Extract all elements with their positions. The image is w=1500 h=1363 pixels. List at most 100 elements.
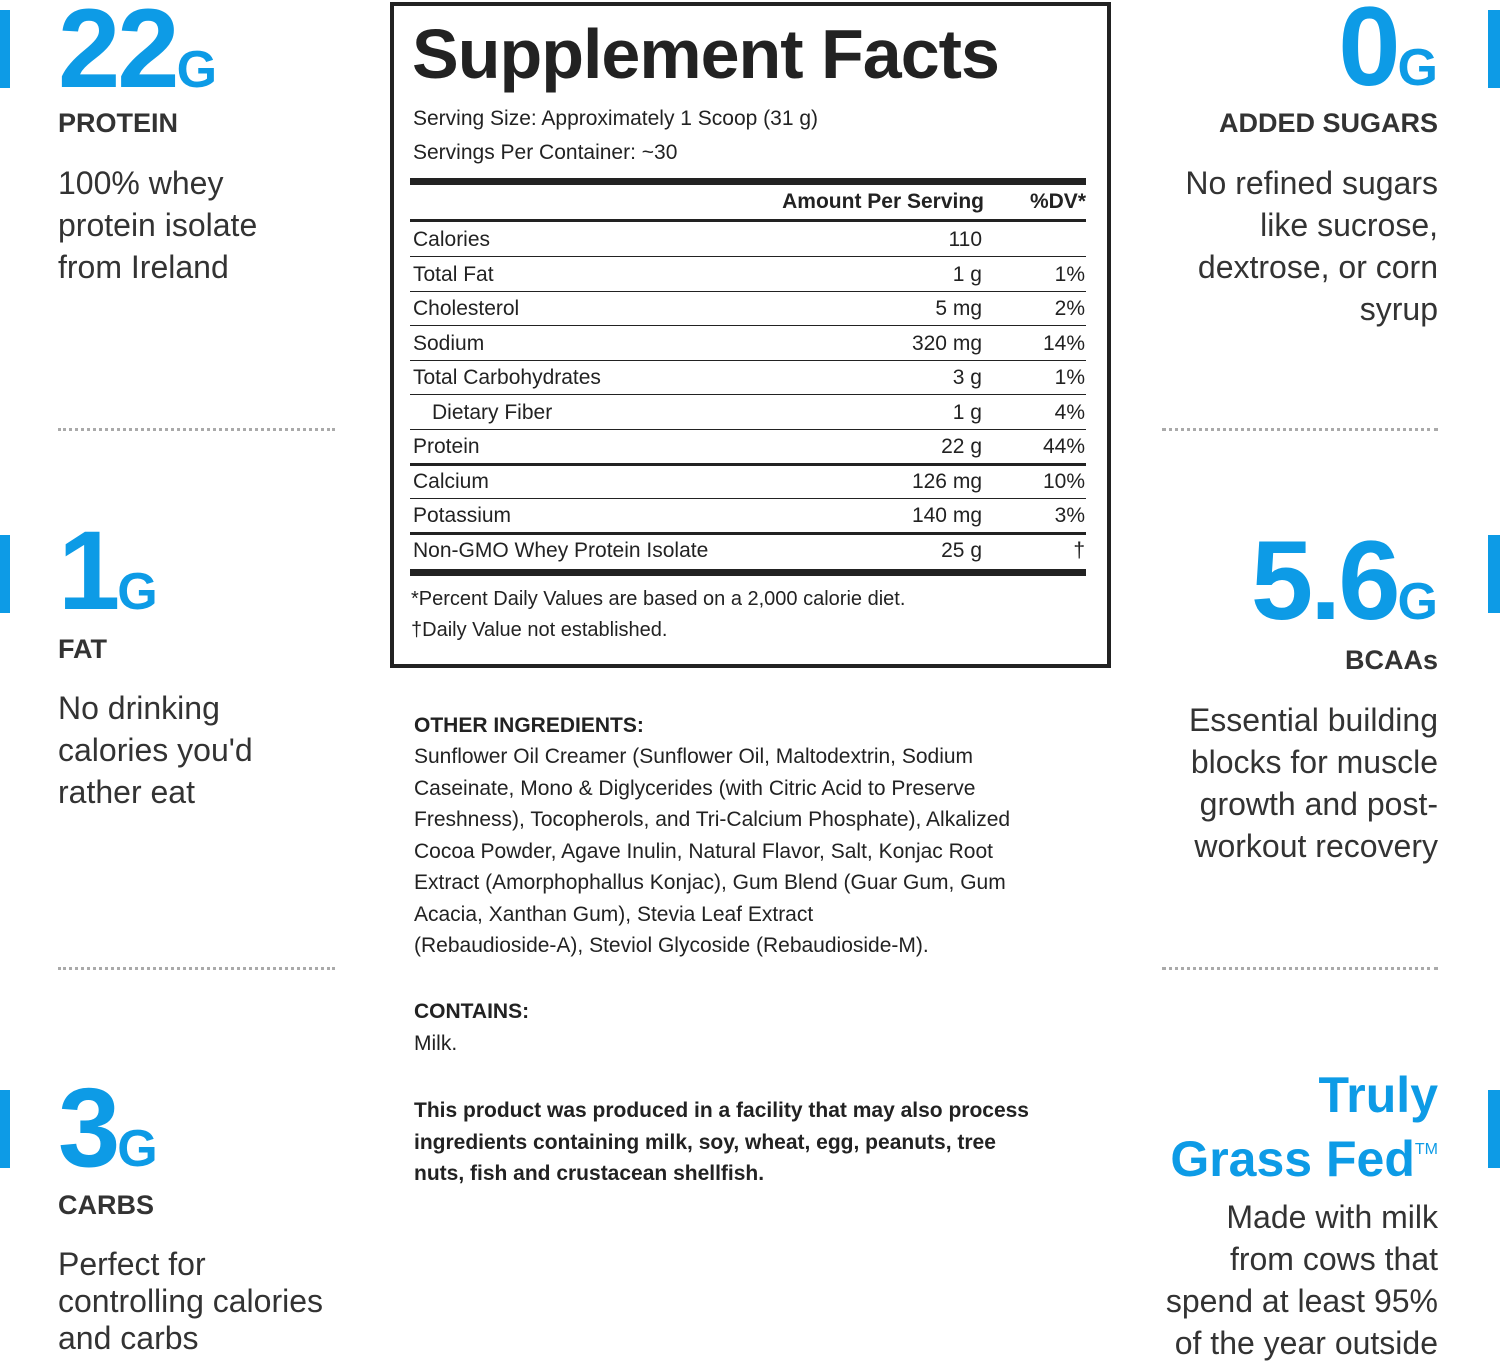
rule [410, 428, 1086, 430]
description-line: blocks for muscle [1190, 744, 1438, 780]
nutrient-dv: 2% [1054, 297, 1085, 320]
allergen-line: ingredients containing milk, soy, wheat,… [414, 1130, 996, 1154]
rule [410, 569, 1086, 576]
stat-number: 1 [58, 508, 120, 633]
section-heading: CONTAINS: [414, 1000, 530, 1023]
stat-title: Grass FedTM [1170, 1125, 1438, 1184]
separator [58, 428, 335, 431]
column-header: Amount Per Serving [782, 190, 984, 213]
stat: 3G [58, 1072, 158, 1184]
stat-unit: G [176, 41, 218, 99]
nutrient-dv: 3% [1054, 504, 1085, 527]
ingredients-line: Freshness), Tocopherols, and Tri-Calcium… [414, 808, 1011, 831]
title-line: Truly [1318, 1067, 1438, 1123]
title-line: Grass Fed [1170, 1131, 1415, 1187]
rule [410, 463, 1086, 466]
nutrient-amount: 110 [948, 228, 982, 251]
stat-label: BCAAs [1344, 645, 1438, 675]
description-line: protein isolate [58, 207, 258, 243]
accent-bar [0, 10, 10, 88]
description-line: from Ireland [58, 249, 229, 285]
nutrient-dv: 10% [1042, 469, 1085, 493]
allergen-line: This product was produced in a facility … [414, 1099, 1029, 1122]
stat-label: ADDED SUGARS [1218, 108, 1438, 138]
servings: Servings Per Container: ~30 [413, 141, 678, 164]
description-line: Perfect for [58, 1246, 206, 1282]
nutrient-dv: † [1073, 538, 1085, 562]
description-line: of the year outside [1174, 1325, 1438, 1361]
nutrient-amount: 5 mg [935, 297, 982, 320]
column-header: %DV* [1029, 190, 1086, 213]
accent-bar [1488, 10, 1500, 88]
stat: 1G [58, 515, 158, 627]
stat-number: 22 [58, 0, 180, 111]
description-line: No refined sugars [1185, 165, 1438, 201]
nutrient-amount: 126 mg [911, 469, 982, 493]
rule [410, 532, 1086, 535]
stat-title: Truly [1319, 1070, 1438, 1120]
nutrient-dv: 14% [1042, 331, 1085, 355]
nutrient-name: Potassium [413, 504, 512, 527]
description-line: Made with milk [1226, 1199, 1438, 1235]
nutrient-amount: 140 mg [911, 504, 982, 527]
accent-bar [0, 535, 10, 613]
nutrient-name: Non-GMO Whey Protein Isolate [413, 538, 709, 562]
footnote: †Daily Value not established. [411, 619, 668, 641]
allergen-line: nuts, fish and crustacean shellfish. [414, 1162, 765, 1185]
rule [410, 178, 1086, 185]
description-line: rather eat [58, 774, 195, 810]
accent-bar [1488, 535, 1500, 613]
stat-label: CARBS [58, 1190, 155, 1220]
rule [410, 256, 1086, 257]
nutrient-name: Protein [413, 435, 480, 458]
stat: 5.6G [1251, 525, 1438, 637]
contains-text: Milk. [414, 1032, 458, 1055]
stat-number: 0 [1338, 0, 1400, 109]
description-line: syrup [1359, 291, 1438, 327]
rule [410, 394, 1086, 395]
nutrient-dv: 4% [1054, 400, 1085, 424]
description-line: calories you'd [58, 732, 253, 768]
description-line: like sucrose, [1260, 207, 1438, 243]
description-line: and carbs [58, 1320, 199, 1356]
nutrient-name: Dietary Fiber [432, 400, 553, 424]
description-line: dextrose, or corn [1197, 249, 1438, 285]
description-line: controlling calories [58, 1283, 324, 1319]
accent-bar [1488, 1090, 1500, 1168]
trademark: TM [1414, 1141, 1438, 1158]
stat-label: PROTEIN [58, 108, 179, 138]
nutrient-dv: 1% [1054, 262, 1085, 286]
ingredients-line: Acacia, Xanthan Gum), Stevia Leaf Extrac… [414, 902, 814, 926]
facts-title: Supplement Facts [412, 15, 1000, 93]
nutrient-amount: 22 g [941, 435, 982, 458]
nutrient-amount: 3 g [952, 366, 982, 389]
ingredients-line: Sunflower Oil Creamer (Sunflower Oil, Ma… [414, 745, 974, 768]
description-line: Essential building [1188, 702, 1438, 738]
nutrient-name: Total Carbohydrates [413, 366, 601, 389]
nutrient-amount: 1 g [952, 400, 982, 424]
serving-size: Serving Size: Approximately 1 Scoop (31 … [413, 107, 819, 130]
rule [410, 219, 1086, 222]
nutrient-name: Calories [413, 228, 491, 251]
ingredients-line: Caseinate, Mono & Diglycerides (with Cit… [414, 776, 976, 800]
ingredients-line: Extract (Amorphophallus Konjac), Gum Ble… [414, 871, 1006, 894]
stat-number: 3 [58, 1065, 120, 1190]
nutrient-amount: 320 mg [911, 331, 982, 355]
separator [1162, 428, 1438, 431]
footnote: *Percent Daily Values are based on a 2,0… [411, 588, 906, 610]
description-line: 100% whey [58, 165, 224, 201]
stat: 0G [1338, 0, 1438, 103]
separator [1162, 967, 1438, 970]
stat-unit: G [117, 563, 158, 621]
description-line: spend at least 95% [1165, 1283, 1438, 1319]
section-heading: OTHER INGREDIENTS: [414, 714, 644, 737]
stat-unit: G [1397, 39, 1438, 97]
rule [410, 325, 1086, 326]
stat-label: FAT [58, 634, 107, 664]
description-line: growth and post- [1199, 786, 1438, 822]
description-line: workout recovery [1194, 828, 1438, 864]
nutrient-amount: 25 g [941, 538, 982, 562]
nutrient-name: Calcium [413, 469, 489, 493]
nutrient-dv: 1% [1054, 366, 1085, 389]
facts-box [390, 2, 1111, 668]
